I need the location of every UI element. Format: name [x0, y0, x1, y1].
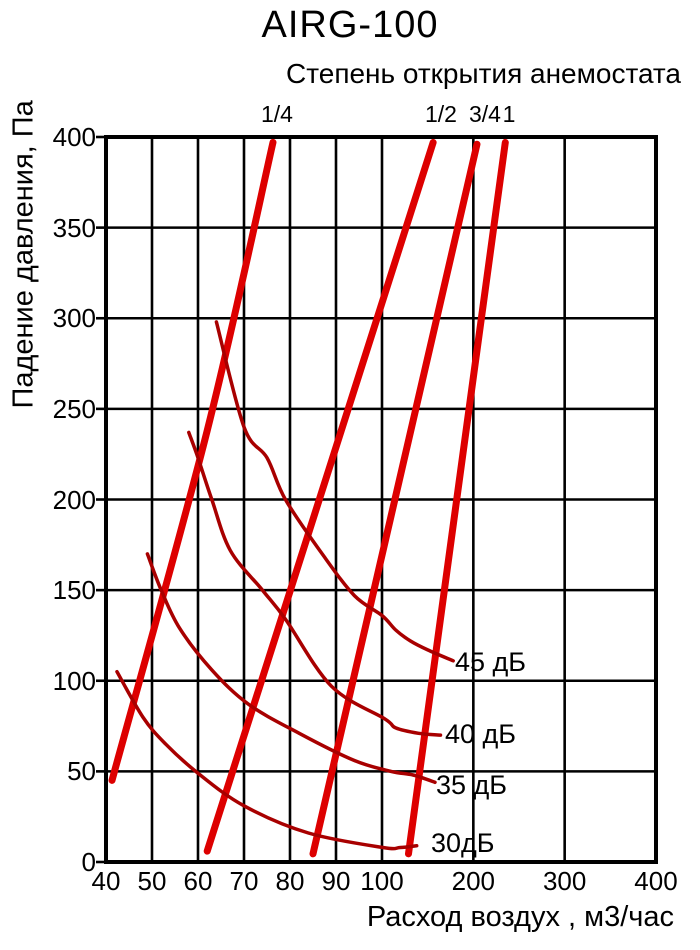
chart-subtitle: Степень открытия анемостата — [286, 58, 681, 89]
x-tick-label: 200 — [451, 866, 496, 896]
noise-curve-35 дБ — [145, 552, 437, 785]
opening-line-1/4 — [108, 138, 277, 784]
noise-curve-40 дБ — [187, 430, 443, 737]
x-tick-label: 400 — [634, 866, 678, 896]
y-tick-label: 0 — [81, 847, 96, 877]
opening-line-1/2 — [203, 138, 437, 855]
y-axis-title: Падение давления, Па — [7, 100, 40, 409]
noise-curve-45 дБ — [214, 320, 455, 663]
x-tick-label: 100 — [360, 866, 404, 896]
opening-line-3/4 — [309, 140, 481, 858]
opening-degree-label-3-4: 3/4 — [469, 101, 501, 127]
y-tick-label: 250 — [52, 393, 96, 424]
x-tick-label: 90 — [321, 866, 351, 896]
y-tick-label: 150 — [52, 575, 96, 606]
noise-curve-30дБ — [115, 669, 419, 851]
noise-level-label-30db: 30дБ — [431, 828, 495, 858]
y-tick-label: 200 — [52, 484, 96, 515]
noise-level-label-35db: 35 дБ — [436, 770, 508, 800]
x-tick-label: 40 — [91, 866, 121, 896]
x-axis-title: Расход воздух , м3/час — [366, 901, 674, 933]
chart-title: AIRG-100 — [261, 4, 439, 46]
x-tick-label: 70 — [229, 866, 259, 896]
x-tick-label: 80 — [275, 866, 305, 896]
y-tick-label: 300 — [52, 303, 96, 334]
y-tick-label: 400 — [52, 122, 96, 152]
x-tick-label: 300 — [542, 866, 587, 896]
opening-degree-label-1-2: 1/2 — [425, 101, 457, 127]
y-tick-label: 350 — [52, 212, 96, 243]
y-tick-label: 50 — [67, 756, 96, 787]
plot-border — [104, 135, 658, 864]
noise-level-label-40db: 40 дБ — [445, 719, 517, 749]
x-tick-label: 50 — [137, 866, 167, 896]
y-tick-label: 100 — [52, 665, 96, 696]
noise-level-label-45db: 45 дБ — [455, 647, 527, 677]
opening-degree-label-1-4: 1/4 — [261, 101, 293, 127]
opening-degree-label-1: 1 — [502, 101, 516, 127]
x-tick-label: 60 — [183, 866, 213, 896]
